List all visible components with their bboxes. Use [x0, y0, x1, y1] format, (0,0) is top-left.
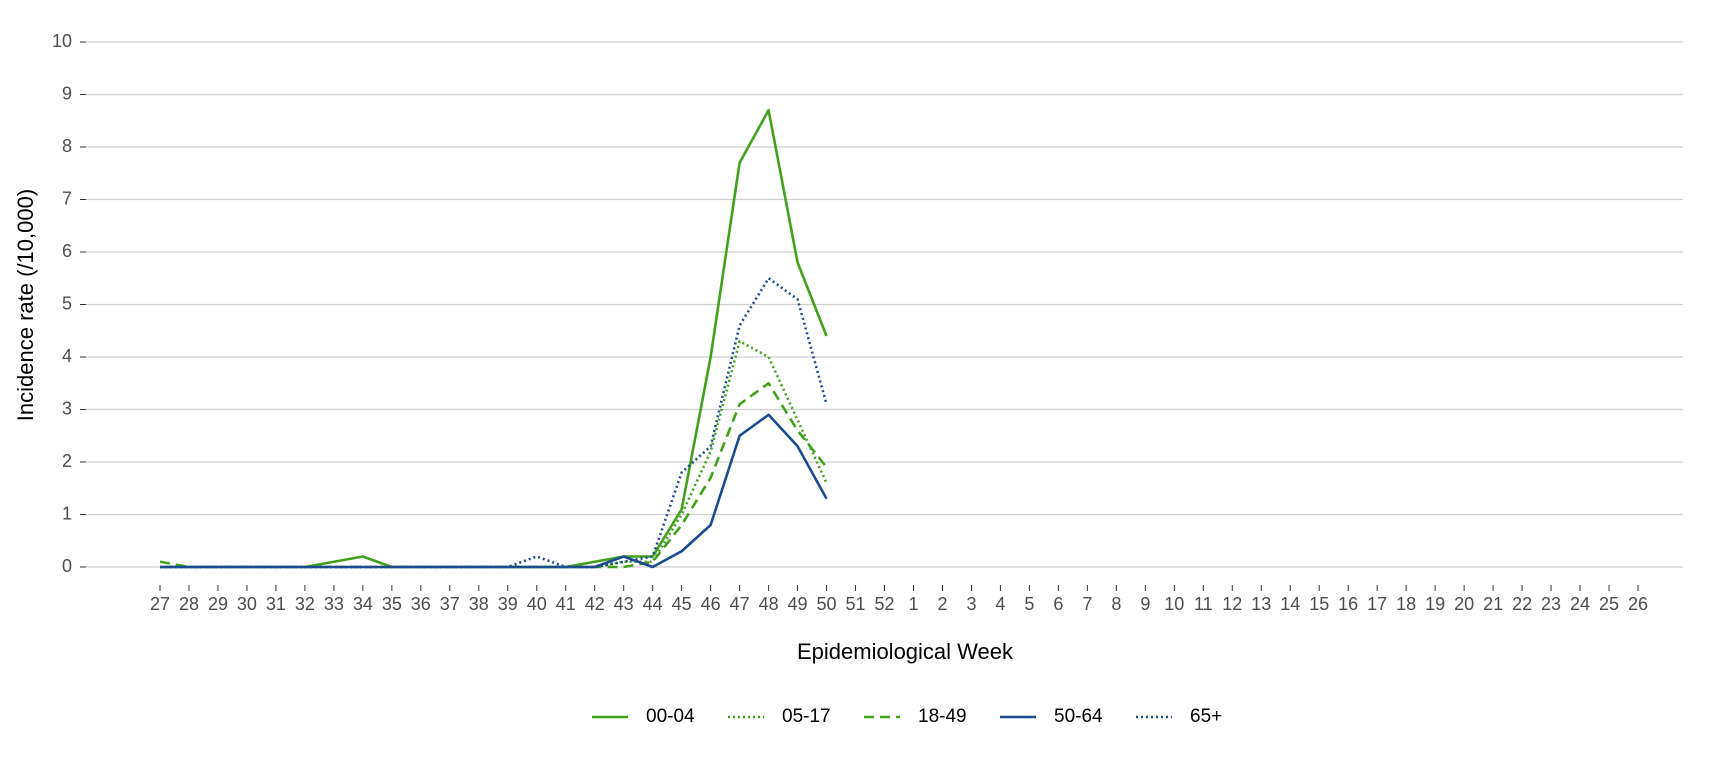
- x-tick-label: 51: [846, 594, 866, 614]
- x-tick-label: 9: [1140, 594, 1150, 614]
- x-tick-label: 14: [1280, 594, 1300, 614]
- x-tick-label: 27: [150, 594, 170, 614]
- x-tick-label: 10: [1164, 594, 1184, 614]
- x-tick-label: 31: [266, 594, 286, 614]
- x-tick-label: 43: [614, 594, 634, 614]
- x-tick-label: 24: [1570, 594, 1590, 614]
- y-tick-label: 8: [62, 136, 72, 156]
- legend-label: 65+: [1190, 706, 1222, 727]
- x-tick-label: 20: [1454, 594, 1474, 614]
- series-line: [160, 276, 828, 569]
- x-tick-label: 8: [1111, 594, 1121, 614]
- x-tick-label: 46: [701, 594, 721, 614]
- x-tick-label: 18: [1396, 594, 1416, 614]
- x-tick-label: 40: [527, 594, 547, 614]
- x-tick-label: 16: [1338, 594, 1358, 614]
- x-tick-label: 52: [874, 594, 894, 614]
- series-line: [160, 108, 828, 569]
- y-tick-label: 7: [62, 188, 72, 208]
- x-tick-label: 30: [237, 594, 257, 614]
- x-tick-label: 39: [498, 594, 518, 614]
- x-tick-label: 13: [1251, 594, 1271, 614]
- x-tick-label: 11: [1194, 594, 1213, 614]
- legend-label: 18-49: [918, 706, 967, 727]
- legend-label: 00-04: [646, 706, 695, 727]
- x-tick-label: 32: [295, 594, 315, 614]
- x-tick-label: 26: [1628, 594, 1648, 614]
- x-tick-label: 17: [1367, 594, 1387, 614]
- x-tick-label: 37: [440, 594, 460, 614]
- x-tick-label: 35: [382, 594, 402, 614]
- x-tick-label: 34: [353, 594, 373, 614]
- y-tick-label: 2: [62, 451, 72, 471]
- y-tick-label: 5: [62, 293, 72, 313]
- x-tick-label: 3: [966, 594, 976, 614]
- y-tick-label: 3: [62, 398, 72, 418]
- x-axis-title: Epidemiological Week: [797, 639, 1014, 664]
- y-tick-label: 10: [52, 31, 72, 51]
- x-tick-label: 28: [179, 594, 199, 614]
- x-tick-label: 47: [730, 594, 750, 614]
- x-tick-label: 50: [817, 594, 837, 614]
- x-tick-label: 49: [788, 594, 808, 614]
- y-tick-label: 4: [62, 346, 72, 366]
- x-tick-label: 29: [208, 594, 228, 614]
- x-tick-label: 1: [908, 594, 918, 614]
- x-tick-label: 25: [1599, 594, 1619, 614]
- legend-label: 50-64: [1054, 706, 1103, 727]
- x-tick-label: 36: [411, 594, 431, 614]
- x-tick-label: 21: [1483, 594, 1503, 614]
- x-tick-label: 4: [995, 594, 1005, 614]
- legend-label: 05-17: [782, 706, 831, 727]
- x-tick-label: 2: [937, 594, 947, 614]
- x-tick-label: 6: [1053, 594, 1063, 614]
- y-tick-label: 9: [62, 83, 72, 103]
- x-tick-label: 5: [1024, 594, 1034, 614]
- x-tick-label: 22: [1512, 594, 1532, 614]
- x-tick-label: 42: [585, 594, 605, 614]
- series-line: [159, 381, 828, 569]
- x-tick-label: 12: [1222, 594, 1242, 614]
- x-tick-label: 41: [556, 594, 576, 614]
- y-tick-label: 1: [62, 503, 72, 523]
- y-tick-label: 6: [62, 241, 72, 261]
- x-tick-label: 44: [643, 594, 663, 614]
- x-tick-label: 48: [759, 594, 779, 614]
- x-tick-label: 7: [1082, 594, 1092, 614]
- series-line: [160, 339, 828, 569]
- x-tick-label: 23: [1541, 594, 1561, 614]
- series-line: [160, 413, 828, 569]
- x-tick-label: 33: [324, 594, 344, 614]
- x-tick-label: 15: [1309, 594, 1329, 614]
- y-axis-title: Incidence rate (/10,000): [13, 189, 38, 421]
- y-tick-label: 0: [62, 556, 72, 576]
- x-tick-label: 38: [469, 594, 489, 614]
- x-tick-label: 19: [1425, 594, 1445, 614]
- x-tick-label: 45: [672, 594, 692, 614]
